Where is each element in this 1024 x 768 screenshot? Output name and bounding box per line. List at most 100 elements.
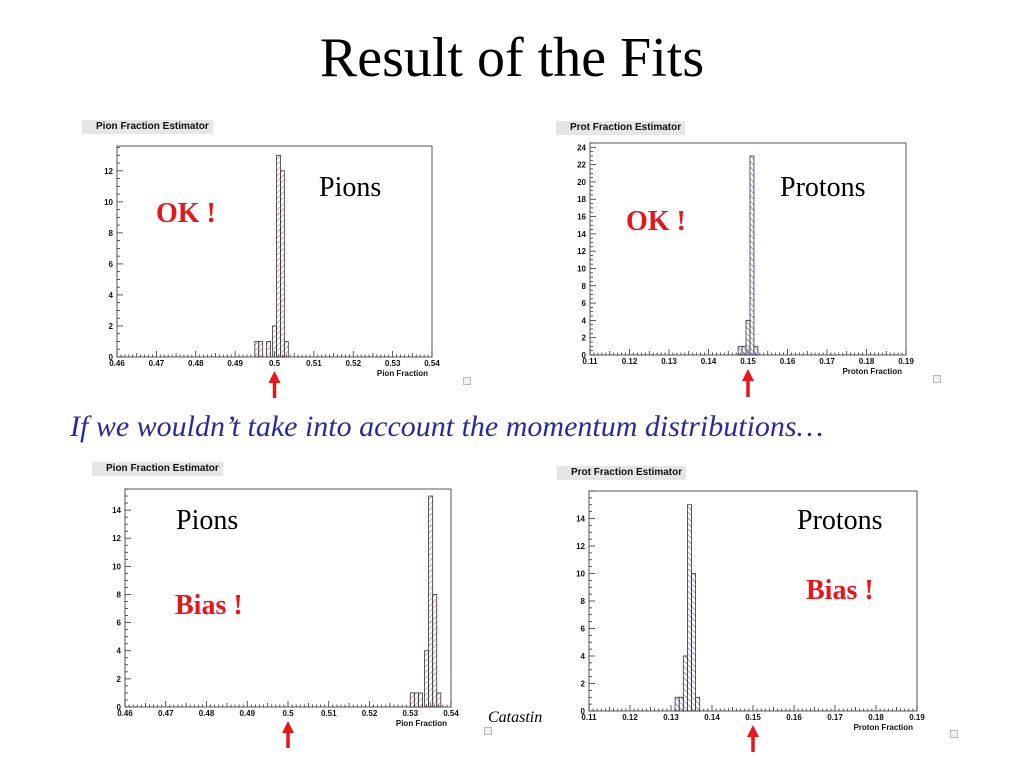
histogram-bar <box>741 345 747 356</box>
y-tick-label: 0 <box>109 353 114 362</box>
resize-handle-icon <box>463 377 471 385</box>
y-tick-label: 12 <box>577 247 586 256</box>
histogram-bar <box>280 170 285 358</box>
histogram-bar <box>283 341 289 358</box>
histogram-bar <box>682 655 688 712</box>
histogram-bar <box>276 154 281 358</box>
x-tick-label: 0.12 <box>622 357 638 366</box>
histogram-bar <box>428 495 434 708</box>
x-tick-label: 0.54 <box>424 359 440 368</box>
x-tick-label: 0.12 <box>622 713 638 722</box>
y-tick-label: 14 <box>112 506 121 515</box>
histogram-bar <box>737 345 743 356</box>
verdict-label: Bias ! <box>806 575 874 606</box>
histogram-bar <box>432 594 438 708</box>
y-tick-label: 12 <box>576 542 585 551</box>
plot-frame <box>124 488 452 708</box>
x-tick-label: 0.46 <box>117 709 133 718</box>
x-tick-label: 0.51 <box>321 709 337 718</box>
histogram-title: Pion Fraction Estimator <box>82 120 213 134</box>
up-arrow-icon <box>742 369 754 381</box>
x-tick-label: 0.48 <box>199 709 215 718</box>
x-tick-label: 0.14 <box>704 713 720 722</box>
y-tick-label: 14 <box>577 230 586 239</box>
y-tick-label: 0 <box>581 707 586 716</box>
x-tick-label: 0.13 <box>661 357 677 366</box>
up-arrow-icon <box>268 371 281 383</box>
particle-label: Pions <box>319 172 382 203</box>
verdict-label: OK ! <box>156 198 216 229</box>
histogram-title: Prot Fraction Estimator <box>557 466 687 480</box>
y-tick-label: 6 <box>582 299 587 308</box>
slide-note: If we wouldn’t take into account the mom… <box>70 410 824 443</box>
particle-label: Protons <box>797 505 883 536</box>
x-tick-label: 0.18 <box>859 357 875 366</box>
up-arrow-icon <box>747 725 759 737</box>
y-tick-label: 16 <box>577 213 586 222</box>
y-tick-label: 8 <box>117 590 122 599</box>
y-tick-label: 10 <box>577 264 586 273</box>
x-tick-label: 0.51 <box>306 359 322 368</box>
verdict-label: OK ! <box>626 206 686 237</box>
y-tick-label: 2 <box>109 322 114 331</box>
histogram-bar <box>272 325 277 358</box>
y-tick-label: 8 <box>109 229 114 238</box>
x-tick-label: 0.17 <box>819 357 835 366</box>
verdict-label: Bias ! <box>175 590 243 621</box>
x-tick-label: 0.5 <box>282 709 294 718</box>
resize-handle-icon <box>484 727 492 735</box>
y-tick-label: 2 <box>581 680 586 689</box>
x-tick-label: 0.11 <box>581 713 597 722</box>
y-tick-label: 0 <box>582 351 587 360</box>
y-tick-label: 22 <box>577 161 586 170</box>
histogram-title: Pion Fraction Estimator <box>92 462 223 476</box>
histogram-bar <box>436 692 442 708</box>
histogram-bar <box>674 696 680 712</box>
y-tick-label: 12 <box>104 167 113 176</box>
plot-frame <box>116 145 433 358</box>
y-tick-label: 6 <box>117 619 122 628</box>
histogram-bar <box>749 155 755 356</box>
x-tick-label: 0.15 <box>740 357 756 366</box>
histogram-bar <box>687 504 692 712</box>
x-tick-label: 0.53 <box>385 359 401 368</box>
x-tick-label: 0.5 <box>269 359 281 368</box>
y-tick-label: 24 <box>577 143 586 152</box>
histogram-bar <box>691 573 696 712</box>
y-tick-label: 8 <box>582 282 587 291</box>
histogram-bar <box>753 345 759 356</box>
x-tick-label: 0.52 <box>345 359 361 368</box>
histogram-bar <box>413 692 419 708</box>
x-axis-title: Proton Fraction <box>842 367 902 376</box>
y-tick-label: 10 <box>112 562 121 571</box>
y-tick-label: 4 <box>582 316 587 325</box>
y-tick-label: 4 <box>109 291 114 300</box>
histogram-bar <box>266 341 271 358</box>
y-tick-label: 4 <box>581 652 586 661</box>
histogram-bar <box>417 692 423 708</box>
y-tick-label: 20 <box>577 178 586 187</box>
x-tick-label: 0.17 <box>827 713 843 722</box>
y-tick-label: 10 <box>576 570 585 579</box>
particle-label: Protons <box>780 172 866 203</box>
up-arrow-icon <box>282 721 294 733</box>
particle-label: Pions <box>176 505 239 536</box>
y-tick-label: 6 <box>109 260 114 269</box>
x-tick-label: 0.54 <box>443 709 459 718</box>
histogram-bar <box>678 696 684 712</box>
x-tick-label: 0.11 <box>582 357 598 366</box>
x-tick-label: 0.16 <box>786 713 802 722</box>
y-tick-label: 4 <box>117 647 122 656</box>
x-tick-label: 0.18 <box>868 713 884 722</box>
x-tick-label: 0.47 <box>158 709 174 718</box>
x-tick-label: 0.19 <box>909 713 925 722</box>
x-tick-label: 0.46 <box>109 359 125 368</box>
histogram-bar <box>745 319 751 356</box>
x-tick-label: 0.19 <box>898 357 914 366</box>
x-tick-label: 0.15 <box>745 713 761 722</box>
histogram-bar <box>695 696 701 712</box>
